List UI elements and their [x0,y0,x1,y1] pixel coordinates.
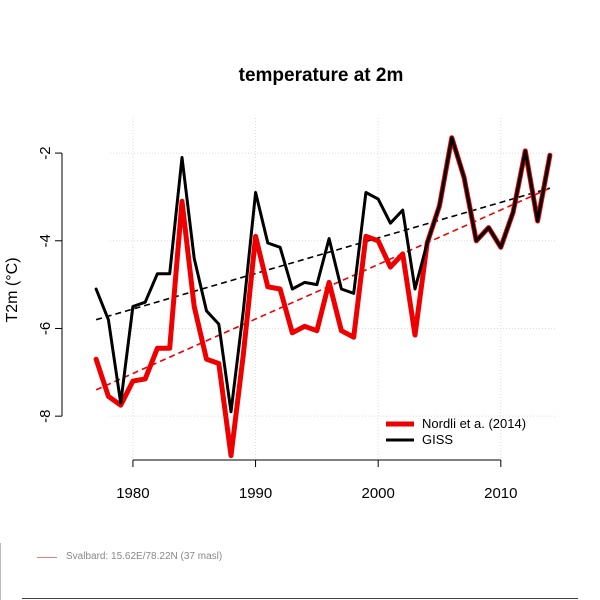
series-line-0 [93,135,553,459]
location-caption: Svalbard: 15.62E/78.22N (37 masl) [66,551,223,562]
x-tick-label-1: 1990 [239,485,272,502]
y-tick-label-0: -8 [37,409,54,422]
frame-bottom-edge [22,598,578,599]
y-tick-label-1: -6 [37,322,54,335]
legend: Nordli et a. (2014)GISS [386,416,526,447]
trend-lines [95,187,551,391]
chart-title: temperature at 2m [239,65,404,86]
series-lines [93,135,553,459]
grid [110,118,556,460]
axes: -8 -6 -4 -2 1980 1990 2000 2010 [37,146,518,502]
series-line-1 [94,136,552,414]
x-tick-label-2: 2000 [361,485,394,502]
y-axis-label: T2m (°C) [4,257,21,322]
y-tick-label-2: -4 [37,234,54,247]
legend-label-1: GISS [422,432,453,447]
legend-label-0: Nordli et a. (2014) [422,416,526,431]
x-tick-label-0: 1980 [116,485,149,502]
trend-line-0 [95,187,551,391]
frame-left-edge [0,543,1,600]
caption-swatch [37,557,57,558]
x-tick-label-3: 2010 [484,485,517,502]
y-tick-label-3: -2 [37,146,54,159]
trend-line-1 [95,187,551,321]
